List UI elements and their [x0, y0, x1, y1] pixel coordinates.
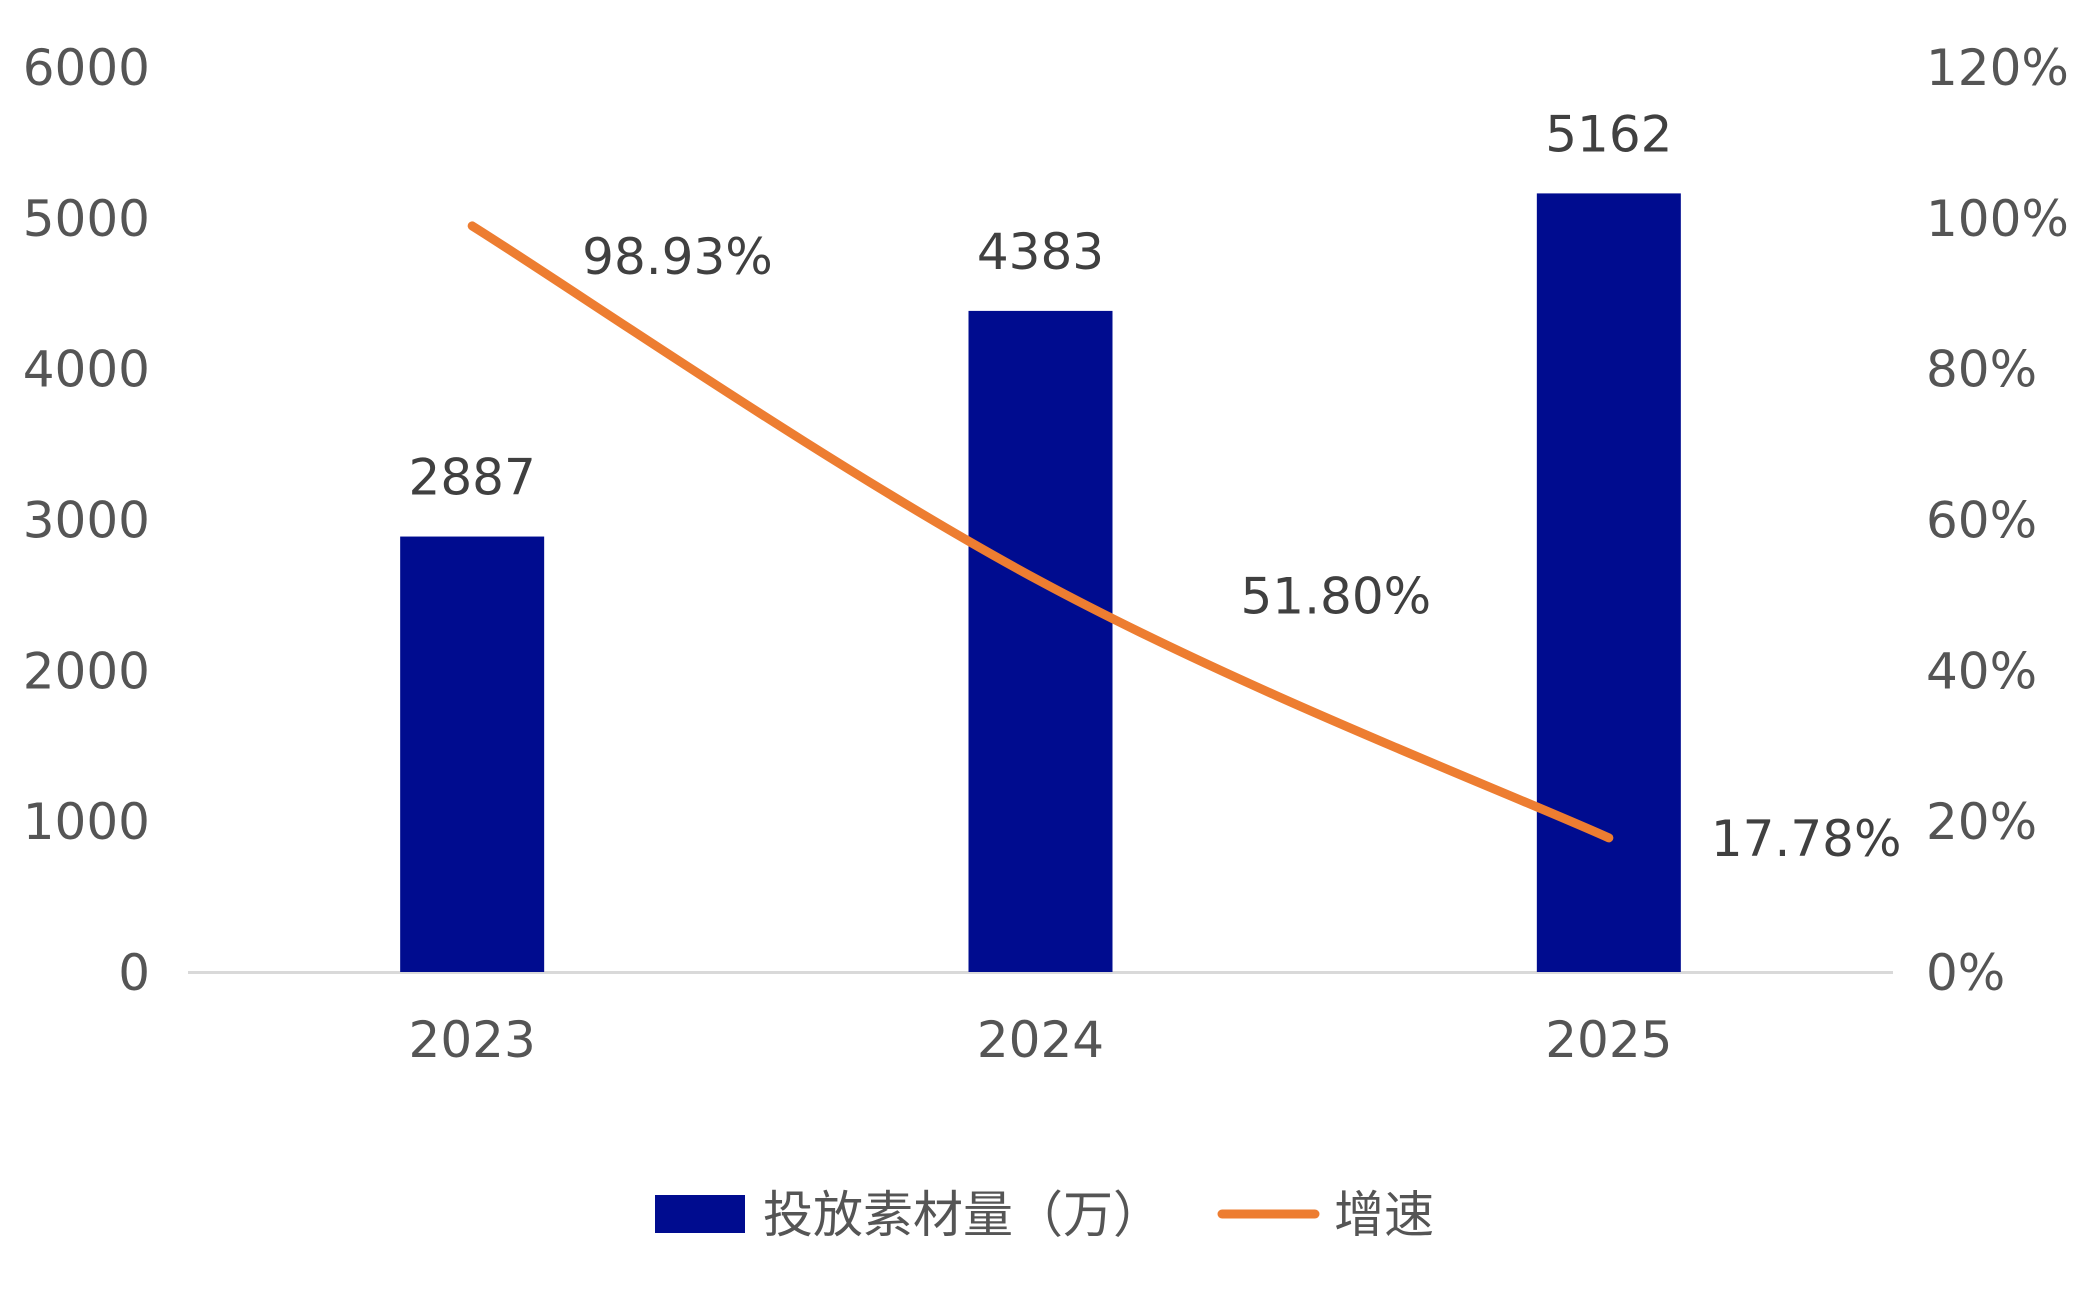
left-axis-tick-label: 5000 — [23, 190, 150, 248]
x-axis-tick-label: 2023 — [409, 1011, 536, 1069]
right-axis-tick-label: 40% — [1926, 642, 2037, 700]
left-axis-tick-label: 1000 — [23, 793, 150, 851]
line-data-label: 98.93% — [582, 228, 773, 286]
left-axis-tick-label: 2000 — [23, 642, 150, 700]
x-axis-ticks: 2023 2024 2025 — [409, 1011, 1673, 1069]
legend-bar-label: 投放素材量（万） — [763, 1186, 1163, 1244]
left-axis-tick-label: 4000 — [23, 341, 150, 399]
line-data-label: 51.80% — [1241, 567, 1432, 625]
right-axis-tick-label: 20% — [1926, 793, 2037, 851]
x-axis-tick-label: 2024 — [977, 1011, 1104, 1069]
right-axis-tick-label: 120% — [1926, 39, 2069, 97]
growth-line — [467, 221, 1614, 843]
x-axis-tick-label: 2025 — [1545, 1011, 1672, 1069]
bar-2025 — [1536, 193, 1681, 973]
legend-bar-swatch — [655, 1195, 745, 1233]
right-axis-tick-label: 80% — [1926, 341, 2037, 399]
right-axis-tick-label: 100% — [1926, 190, 2069, 248]
bar-data-label: 4383 — [977, 223, 1104, 281]
bar-2024 — [968, 310, 1113, 973]
left-axis-tick-label: 6000 — [23, 39, 150, 97]
bar-data-label: 2887 — [409, 449, 536, 507]
line-data-labels: 98.93% 51.80% 17.78% — [582, 228, 1901, 868]
right-axis-tick-label: 60% — [1926, 492, 2037, 550]
right-axis-tick-label: 0% — [1926, 944, 2005, 1002]
right-axis-ticks: 0% 20% 40% 60% 80% 100% 120% — [1926, 39, 2069, 1002]
line-data-label: 17.78% — [1711, 810, 1902, 868]
legend-line-label: 增速 — [1334, 1186, 1434, 1244]
left-axis-ticks: 0 1000 2000 3000 4000 5000 6000 — [23, 39, 150, 1002]
left-axis-tick-label: 0 — [118, 944, 150, 1002]
line-series — [467, 221, 1614, 843]
legend: 投放素材量（万） 增速 — [655, 1186, 1434, 1244]
bar-data-label: 5162 — [1545, 105, 1672, 163]
bar-2023 — [400, 536, 545, 972]
left-axis-tick-label: 3000 — [23, 492, 150, 550]
bar-data-labels: 2887 4383 5162 — [409, 105, 1673, 506]
